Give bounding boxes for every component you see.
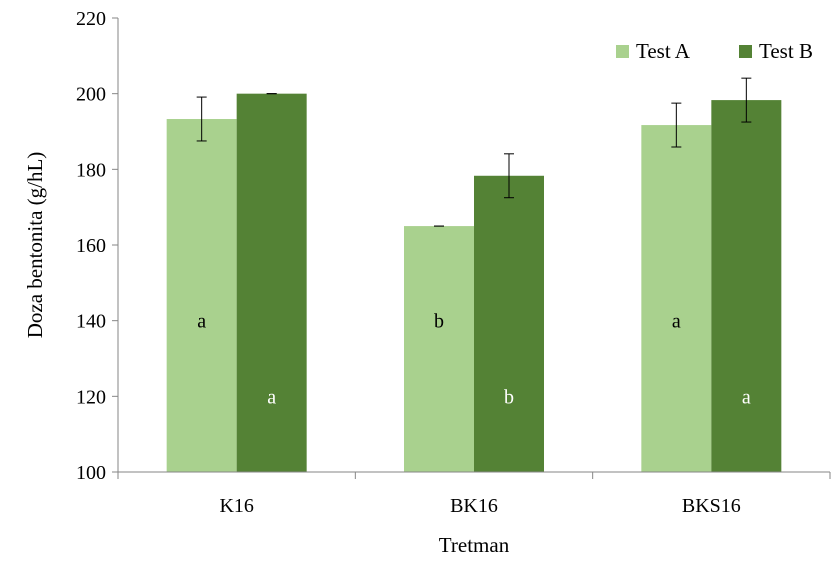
bar: [236, 93, 307, 473]
y-tick-label: 180: [76, 159, 106, 181]
significance-letter: a: [197, 311, 206, 333]
legend: Test A Test B: [616, 39, 813, 63]
bar: [474, 175, 544, 472]
bar: [711, 100, 782, 473]
x-tick-label: BK16: [450, 495, 498, 517]
y-tick-label: 120: [76, 386, 106, 408]
x-ticks: K16 BK16 BKS16: [117, 472, 831, 517]
y-axis-title: Doza bentonita (g/hL): [23, 152, 47, 339]
significance-letter: a: [742, 386, 751, 408]
legend-label: Test A: [636, 39, 691, 63]
x-tick-label: K16: [219, 495, 253, 517]
significance-letter: a: [267, 386, 276, 408]
axes-layer: 100 120 140 160 180 200 220 K16 BK16 BKS16: [76, 8, 831, 517]
bar: [404, 226, 474, 472]
error-bars-layer: [196, 77, 752, 227]
bar: [166, 119, 237, 472]
legend-swatch: [616, 45, 629, 58]
bar: [641, 125, 712, 473]
legend-swatch: [739, 45, 752, 58]
y-tick-label: 140: [76, 311, 106, 333]
legend-label: Test B: [759, 39, 813, 63]
y-tick-label: 200: [76, 84, 106, 106]
y-tick-label: 160: [76, 235, 106, 257]
significance-letter: a: [672, 311, 681, 333]
bars-layer: [166, 93, 782, 473]
y-tick-label: 100: [76, 462, 106, 484]
y-ticks: 100 120 140 160 180 200 220: [76, 8, 118, 484]
significance-letters-layer: a b a a b a: [197, 311, 751, 409]
plot-area: a b a a b a: [166, 77, 782, 473]
y-tick-label: 220: [76, 8, 106, 30]
x-tick-label: BKS16: [682, 495, 741, 517]
significance-letter: b: [434, 311, 444, 333]
significance-letter: b: [504, 386, 514, 408]
x-axis-title: Tretman: [439, 533, 510, 557]
